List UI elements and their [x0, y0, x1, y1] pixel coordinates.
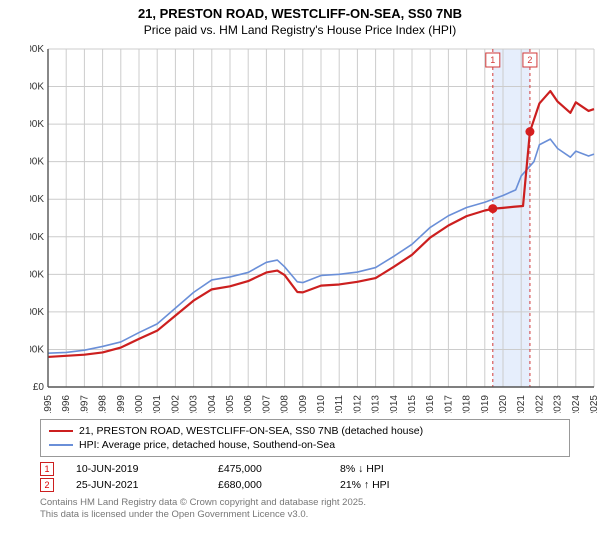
svg-text:2012: 2012 — [352, 395, 363, 413]
svg-text:2004: 2004 — [207, 395, 218, 413]
svg-text:2020: 2020 — [498, 395, 509, 413]
table-row: 1 10-JUN-2019 £475,000 8% ↓ HPI — [40, 461, 570, 477]
svg-text:1999: 1999 — [116, 395, 127, 413]
svg-text:2016: 2016 — [425, 395, 436, 413]
svg-text:2007: 2007 — [261, 395, 272, 413]
svg-text:1998: 1998 — [98, 395, 109, 413]
svg-text:1995: 1995 — [43, 395, 54, 413]
svg-text:2001: 2001 — [152, 395, 163, 413]
svg-text:1: 1 — [490, 55, 495, 65]
svg-text:2023: 2023 — [553, 395, 564, 413]
svg-text:2014: 2014 — [389, 395, 400, 413]
tx-delta: 8% ↓ HPI — [340, 463, 384, 475]
tx-date: 10-JUN-2019 — [76, 463, 196, 475]
svg-text:£800K: £800K — [30, 82, 44, 93]
svg-text:2017: 2017 — [443, 395, 454, 413]
svg-text:2024: 2024 — [571, 395, 582, 413]
footer-attribution: Contains HM Land Registry data © Crown c… — [40, 497, 570, 522]
svg-text:2009: 2009 — [298, 395, 309, 413]
svg-text:£500K: £500K — [30, 194, 44, 205]
svg-text:1997: 1997 — [79, 395, 90, 413]
footer-line: This data is licensed under the Open Gov… — [40, 509, 570, 521]
svg-text:2002: 2002 — [170, 395, 181, 413]
svg-text:2011: 2011 — [334, 395, 345, 413]
page-title: 21, PRESTON ROAD, WESTCLIFF-ON-SEA, SS0 … — [0, 0, 600, 23]
legend-box: 21, PRESTON ROAD, WESTCLIFF-ON-SEA, SS0 … — [40, 419, 570, 457]
legend-item: HPI: Average price, detached house, Sout… — [49, 438, 561, 452]
svg-text:2025: 2025 — [589, 395, 600, 413]
svg-text:2022: 2022 — [534, 395, 545, 413]
svg-text:2013: 2013 — [371, 395, 382, 413]
legend-label: HPI: Average price, detached house, Sout… — [79, 439, 335, 451]
svg-text:£200K: £200K — [30, 307, 44, 318]
legend-item: 21, PRESTON ROAD, WESTCLIFF-ON-SEA, SS0 … — [49, 424, 561, 438]
table-row: 2 25-JUN-2021 £680,000 21% ↑ HPI — [40, 477, 570, 493]
svg-text:£900K: £900K — [30, 44, 44, 55]
svg-text:£0: £0 — [33, 382, 45, 393]
legend-label: 21, PRESTON ROAD, WESTCLIFF-ON-SEA, SS0 … — [79, 425, 423, 437]
chart-svg: £0 £100K £200K £300K £400K £500K £600K £700K £80… — [30, 43, 600, 413]
svg-text:2006: 2006 — [243, 395, 254, 413]
svg-text:2018: 2018 — [462, 395, 473, 413]
svg-text:2005: 2005 — [225, 395, 236, 413]
svg-text:£600K: £600K — [30, 157, 44, 168]
footer-line: Contains HM Land Registry data © Crown c… — [40, 497, 570, 509]
svg-text:2021: 2021 — [516, 395, 527, 413]
tx-marker-icon: 1 — [40, 462, 54, 476]
tx-date: 25-JUN-2021 — [76, 479, 196, 491]
svg-text:2010: 2010 — [316, 395, 327, 413]
svg-text:2: 2 — [527, 55, 532, 65]
tx-marker-icon: 2 — [40, 478, 54, 492]
legend-swatch — [49, 444, 73, 446]
price-chart: £0 £100K £200K £300K £400K £500K £600K £700K £80… — [30, 43, 600, 413]
svg-text:2003: 2003 — [189, 395, 200, 413]
svg-text:£100K: £100K — [30, 344, 44, 355]
svg-text:2019: 2019 — [480, 395, 491, 413]
tx-delta: 21% ↑ HPI — [340, 479, 390, 491]
svg-text:2000: 2000 — [134, 395, 145, 413]
tx-price: £475,000 — [218, 463, 318, 475]
svg-text:1996: 1996 — [61, 395, 72, 413]
legend-swatch — [49, 430, 73, 432]
transaction-table: 1 10-JUN-2019 £475,000 8% ↓ HPI 2 25-JUN-2021… — [40, 461, 570, 493]
svg-text:2015: 2015 — [407, 395, 418, 413]
svg-text:£300K: £300K — [30, 269, 44, 280]
tx-price: £680,000 — [218, 479, 318, 491]
svg-text:£700K: £700K — [30, 119, 44, 130]
svg-text:2008: 2008 — [280, 395, 291, 413]
svg-text:£400K: £400K — [30, 232, 44, 243]
page-subtitle: Price paid vs. HM Land Registry's House … — [0, 23, 600, 43]
